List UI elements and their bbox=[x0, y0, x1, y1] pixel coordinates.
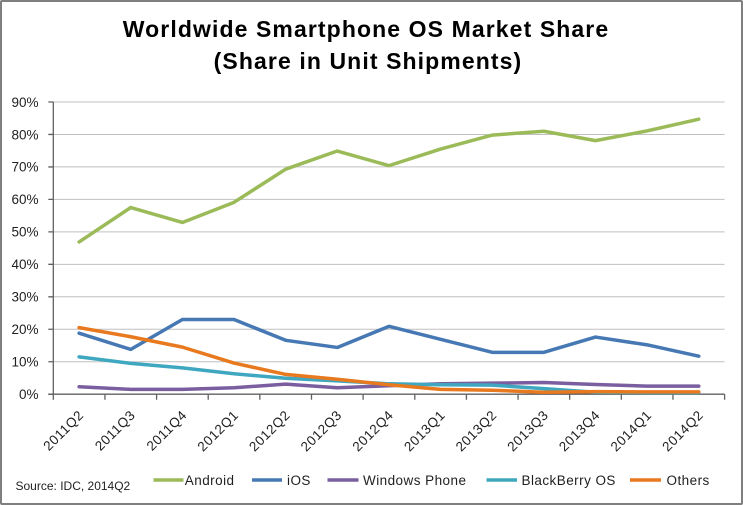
svg-text:10%: 10% bbox=[11, 355, 38, 370]
svg-text:iOS: iOS bbox=[287, 473, 311, 488]
svg-text:Android: Android bbox=[185, 473, 235, 488]
svg-text:70%: 70% bbox=[11, 160, 38, 175]
svg-text:Windows Phone: Windows Phone bbox=[363, 473, 466, 488]
svg-text:40%: 40% bbox=[11, 257, 38, 272]
svg-text:50%: 50% bbox=[11, 225, 38, 240]
svg-text:90%: 90% bbox=[11, 95, 38, 110]
svg-text:80%: 80% bbox=[11, 127, 38, 142]
svg-text:0%: 0% bbox=[19, 387, 39, 402]
svg-text:Source: IDC, 2014Q2: Source: IDC, 2014Q2 bbox=[16, 479, 131, 493]
svg-text:20%: 20% bbox=[11, 322, 38, 337]
svg-text:60%: 60% bbox=[11, 192, 38, 207]
svg-text:(Share in Unit Shipments): (Share in Unit Shipments) bbox=[214, 48, 523, 74]
svg-text:BlackBerry OS: BlackBerry OS bbox=[522, 473, 616, 488]
svg-text:Others: Others bbox=[667, 473, 710, 488]
svg-text:30%: 30% bbox=[11, 290, 38, 305]
svg-text:Worldwide Smartphone OS Market: Worldwide Smartphone OS Market Share bbox=[123, 16, 610, 42]
